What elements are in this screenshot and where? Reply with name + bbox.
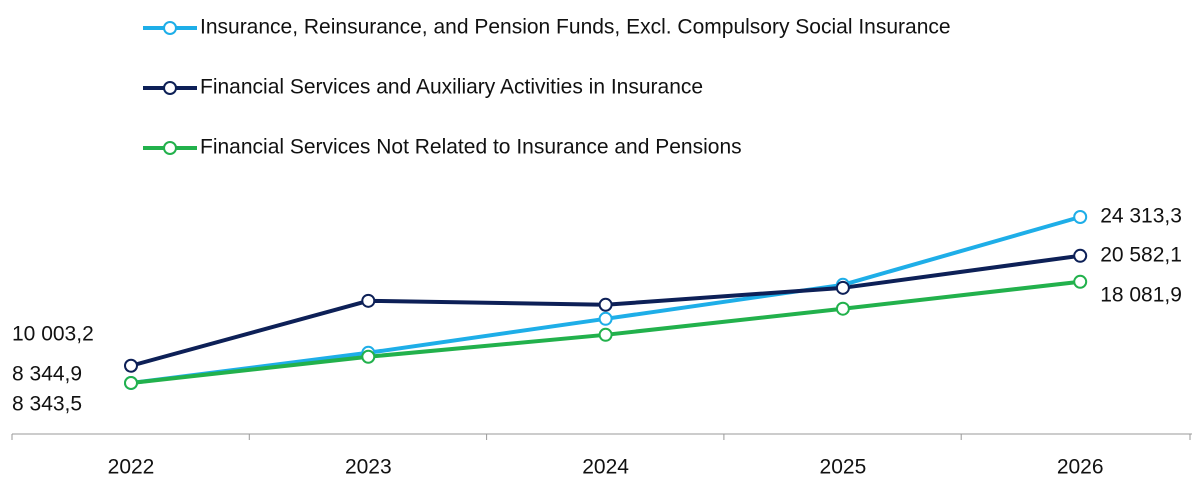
point-marker [598,311,613,326]
point-marker [1073,248,1088,263]
legend-label: Financial Services Not Related to Insura… [200,136,742,159]
point-marker [124,358,138,373]
x-tick-label: 2026 [1057,456,1104,478]
x-tick-label: 2024 [582,456,629,478]
legend-label: Financial Services and Auxiliary Activit… [200,76,703,99]
legend-label: Insurance, Reinsurance, and Pension Fund… [200,16,951,39]
point-marker [835,280,850,295]
point-marker [1073,274,1088,289]
point-marker [361,293,376,308]
point-marker [835,301,850,316]
data-label: 18 081,9 [1100,283,1182,306]
point-marker [598,297,613,312]
data-label: 8 343,5 [12,393,82,416]
point-marker [598,327,613,342]
data-label: 10 003,2 [12,322,94,345]
legend-marker [163,81,177,95]
point-marker [124,375,138,390]
x-tick-label: 2022 [108,456,155,478]
legend-marker [163,21,177,35]
data-label: 8 344,9 [12,363,82,386]
data-label: 20 582,1 [1100,243,1182,266]
point-marker [361,349,376,364]
data-label: 24 313,3 [1100,205,1182,228]
x-tick-label: 2023 [345,456,392,478]
point-marker [1073,210,1088,224]
legend-marker [163,141,177,155]
x-tick-label: 2025 [820,456,867,478]
